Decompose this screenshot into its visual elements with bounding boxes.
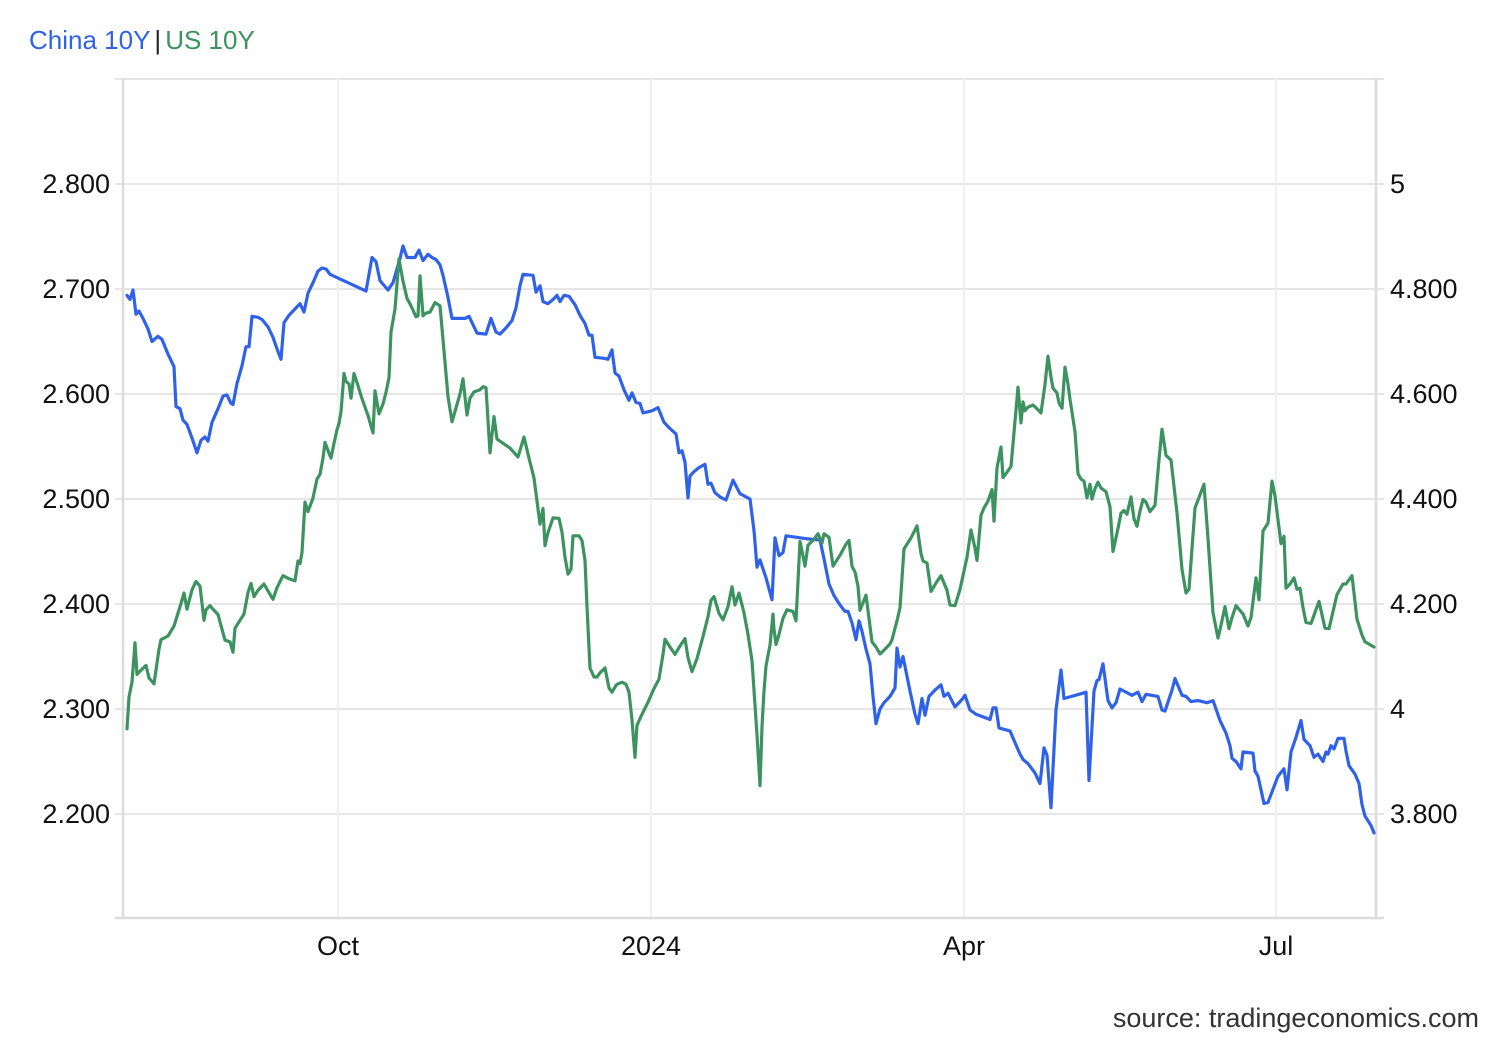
legend-us-10y: US 10Y <box>165 25 255 55</box>
right-y-tick-label: 4.600 <box>1390 379 1458 409</box>
x-tick-label: 2024 <box>620 931 682 961</box>
x-tick-label: Jul <box>1258 931 1294 961</box>
legend-china-10y: China 10Y <box>29 25 151 55</box>
left-y-tick-label: 2.200 <box>42 799 110 829</box>
left-y-tick-label: 2.300 <box>42 694 110 724</box>
x-tick-label: Oct <box>316 931 360 961</box>
left-y-tick-label: 2.500 <box>42 484 110 514</box>
right-y-tick-label: 4.800 <box>1390 274 1458 304</box>
left-y-tick-label: 2.400 <box>42 589 110 619</box>
source-attribution: source: tradingeconomics.com <box>1112 1003 1479 1033</box>
left-y-tick-label: 2.700 <box>42 274 110 304</box>
x-tick-label: Apr <box>942 931 986 961</box>
china-10y-line <box>125 244 1376 835</box>
right-y-tick-label: 4.400 <box>1390 484 1458 514</box>
right-y-tick-label: 3.800 <box>1390 799 1458 829</box>
right-y-tick-label: 5 <box>1390 169 1406 199</box>
axes <box>115 79 1384 920</box>
left-y-tick-label: 2.800 <box>42 169 110 199</box>
chart-legend: China 10Y | US 10Y <box>29 22 255 58</box>
legend-separator: | <box>154 25 162 55</box>
right-y-tick-label: 4 <box>1390 694 1406 724</box>
us-10y-line <box>125 257 1376 788</box>
left-y-tick-label: 2.600 <box>42 379 110 409</box>
right-y-tick-label: 4.200 <box>1390 589 1458 619</box>
